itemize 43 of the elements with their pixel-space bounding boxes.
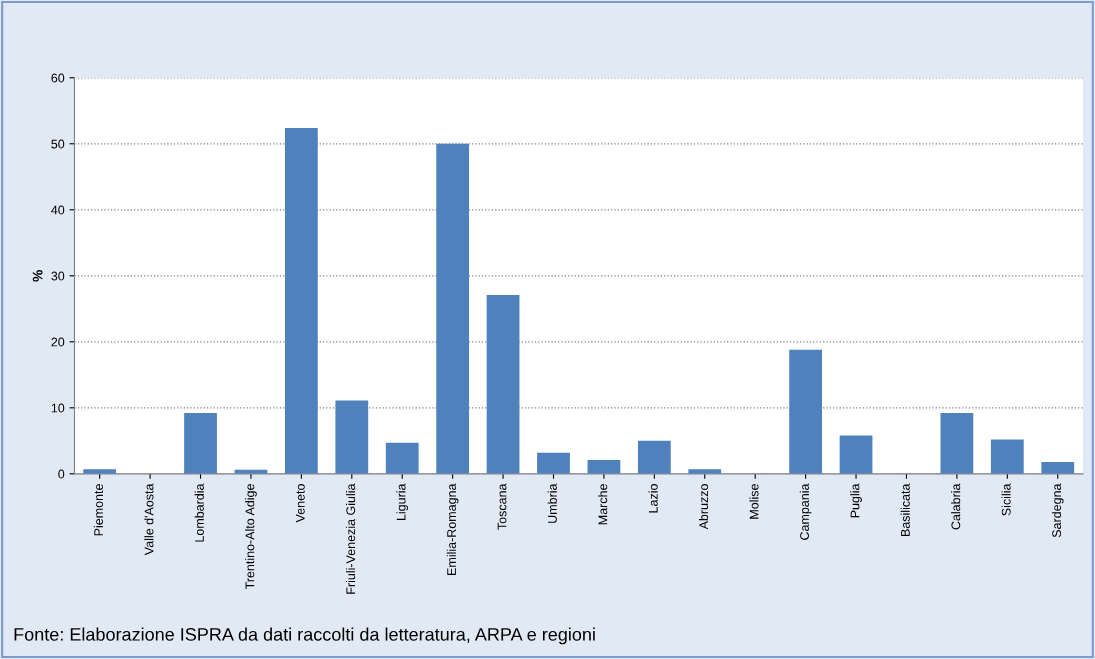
x-tick-label: Lombardia xyxy=(194,483,204,542)
bar xyxy=(637,440,671,474)
x-tick-label: Umbria xyxy=(547,483,557,523)
x-tick-label: Puglia xyxy=(850,483,862,518)
x-tick-label: Valle d'Aosta xyxy=(144,483,154,556)
x-tick-label: Liguria xyxy=(396,483,409,521)
bar xyxy=(537,452,570,474)
bar xyxy=(1041,461,1075,474)
y-tick-label: 20 xyxy=(51,337,65,347)
x-tick-label: Marche xyxy=(598,484,608,525)
y-tick-label: 30 xyxy=(51,271,65,281)
bar xyxy=(587,459,621,474)
x-tick-label: Piemonte xyxy=(93,484,104,536)
bar xyxy=(436,143,470,474)
x-tick-label: Calabria xyxy=(951,483,961,530)
bar xyxy=(385,442,419,474)
x-tick-label: Molise xyxy=(749,484,759,519)
bar xyxy=(184,413,217,474)
bar xyxy=(335,400,369,474)
bar xyxy=(486,294,520,474)
bar xyxy=(789,349,823,474)
bar xyxy=(839,435,873,474)
bar xyxy=(990,439,1024,474)
source-note: Fonte: Elaborazione ISPRA da dati raccolti da letteratura, ARPA e regioni xyxy=(14,627,595,645)
y-tick-label: 50 xyxy=(51,139,65,149)
y-tick-label: 60 xyxy=(51,73,65,83)
x-tick-label: Friuli-Venezia Giulia xyxy=(345,483,356,594)
x-tick-label: Sardegna xyxy=(1051,483,1064,538)
bar xyxy=(284,127,318,474)
y-tick-label: 0 xyxy=(58,469,65,479)
x-tick-label: Emilia-Romagna xyxy=(446,483,459,575)
bar xyxy=(940,413,974,474)
x-tick-label: Basilicata xyxy=(900,483,910,537)
x-tick-label: Abruzzo xyxy=(698,484,709,530)
y-tick-label: 10 xyxy=(51,403,65,413)
x-tick-label: Campania xyxy=(799,483,812,540)
x-tick-label: Lazio xyxy=(648,484,658,513)
x-tick-label: Sicilia xyxy=(1001,483,1011,516)
y-tick-label: 40 xyxy=(51,205,65,215)
x-tick-label: Veneto xyxy=(296,484,305,523)
y-axis-title: % xyxy=(32,269,43,282)
x-tick-label: Toscana xyxy=(497,483,507,530)
x-tick-label: Trentino-Alto Adige xyxy=(245,484,257,590)
